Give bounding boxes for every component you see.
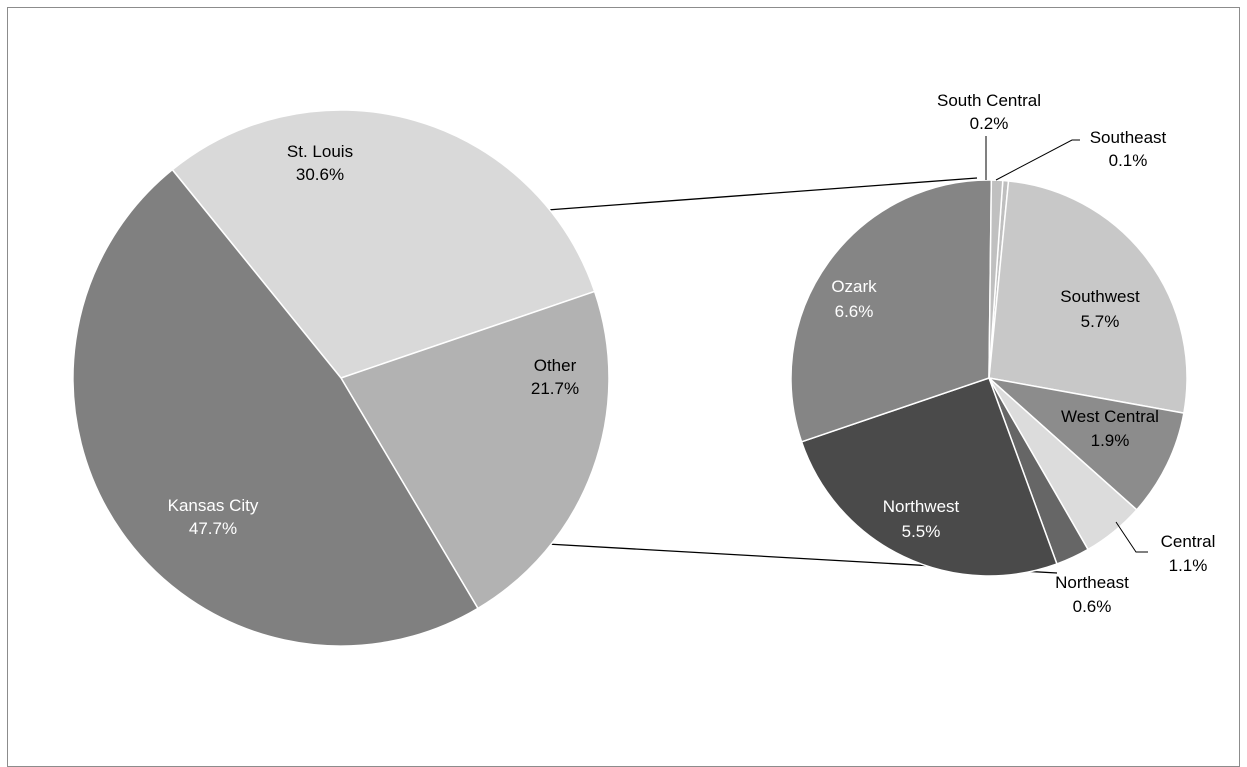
data-label-south-central-name: South Central — [937, 91, 1041, 110]
leader-line-southeast — [995, 139, 1080, 181]
secondary-pie-slice-southwest — [988, 180, 1188, 415]
slice-labels: St. Louis 30.6% Other 21.7% Kansas City … — [168, 91, 1216, 616]
main-pie-slice-st-louis — [171, 109, 596, 379]
data-label-southeast-name: Southeast — [1090, 128, 1167, 147]
data-label-west-central-name: West Central — [1061, 407, 1159, 426]
leader-lines — [985, 136, 1148, 553]
data-label-kansas-city-value: 47.7% — [189, 519, 237, 538]
data-label-kansas-city-name: Kansas City — [168, 496, 259, 515]
data-label-northwest-name: Northwest — [883, 497, 960, 516]
secondary-pie — [790, 179, 1188, 577]
data-label-northwest-value: 5.5% — [902, 522, 941, 541]
data-label-central-value: 1.1% — [1169, 556, 1208, 575]
data-label-southeast-value: 0.1% — [1109, 151, 1148, 170]
secondary-pie-slice-west-central — [986, 376, 1185, 511]
secondary-pie-slice-northwest — [800, 377, 1058, 577]
data-label-west-central-value: 1.9% — [1091, 431, 1130, 450]
data-label-st-louis-name: St. Louis — [287, 142, 353, 161]
leader-line-central — [1115, 521, 1148, 553]
data-label-st-louis-value: 30.6% — [296, 165, 344, 184]
data-label-ozark-value: 6.6% — [835, 302, 874, 321]
data-label-northeast-name: Northeast — [1055, 573, 1129, 592]
secondary-pie-slice-south-central — [988, 179, 1004, 379]
data-label-southwest-name: Southwest — [1060, 287, 1140, 306]
data-label-other-name: Other — [534, 356, 577, 375]
data-label-central-name: Central — [1161, 532, 1216, 551]
secondary-pie-slice-ozark — [790, 179, 993, 443]
main-pie-slice-other — [339, 290, 610, 610]
data-label-southwest-value: 5.7% — [1081, 312, 1120, 331]
data-label-other-value: 21.7% — [531, 379, 579, 398]
main-pie — [72, 109, 610, 647]
data-label-northeast-value: 0.6% — [1073, 597, 1112, 616]
connector-line-top — [546, 177, 978, 211]
main-pie-slice-kansas-city — [72, 168, 479, 647]
pie-of-pie-chart: St. Louis 30.6% Other 21.7% Kansas City … — [72, 91, 1216, 647]
data-label-south-central-value: 0.2% — [970, 114, 1009, 133]
data-label-ozark-name: Ozark — [831, 277, 877, 296]
